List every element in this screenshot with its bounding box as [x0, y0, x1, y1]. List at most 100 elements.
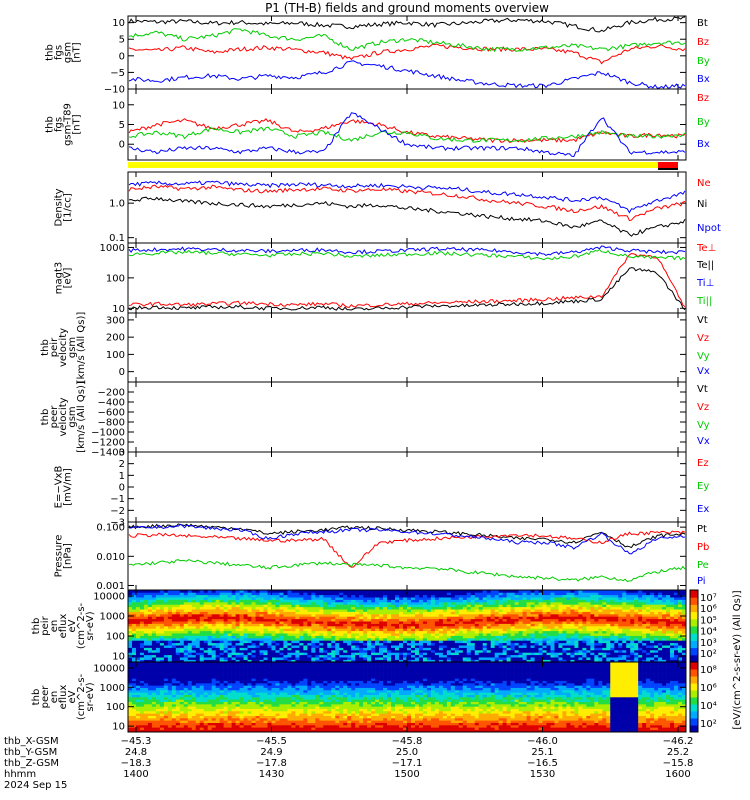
spectrogram-cell [131, 715, 137, 719]
spectrogram-cell [403, 657, 408, 660]
spectrogram-cell [363, 647, 368, 651]
spectrogram-cell [438, 647, 444, 651]
status-bar-flag [658, 162, 678, 168]
spectrogram-cell [183, 711, 189, 714]
spectrogram-cell [482, 626, 488, 629]
spectrogram-cell [586, 602, 591, 605]
spectrogram-cell [538, 614, 543, 617]
spectrogram-cell [147, 678, 153, 681]
spectrogram-cell [243, 657, 248, 660]
spectrogram-cell [147, 680, 153, 684]
spectrogram-cell [658, 623, 663, 627]
spectrogram-cell [391, 654, 396, 658]
spectrogram-cell [426, 654, 432, 658]
spectrogram-cell [235, 628, 240, 632]
spectrogram-cell [343, 657, 348, 660]
spectrogram-cell [606, 654, 611, 658]
spectrogram-cell [275, 621, 280, 624]
spectrogram-cell [646, 597, 651, 600]
spectrogram-cell [363, 628, 368, 632]
spectrogram-cell [243, 590, 248, 593]
spectrogram-cell [175, 725, 181, 728]
spectrogram-cell [175, 720, 181, 723]
spectrogram-cell [422, 597, 428, 600]
spectrogram-cell [482, 640, 488, 644]
spectrogram-cell [319, 650, 324, 653]
spectrogram-cell [586, 590, 591, 593]
spectrogram-cell [147, 715, 153, 719]
spectrogram-cell [151, 699, 157, 702]
spectrogram-cell [151, 706, 157, 709]
spectrogram-cell [287, 638, 292, 641]
spectrogram-cell [534, 638, 539, 641]
spectrogram-cell [275, 645, 280, 648]
spectrogram-cell [662, 597, 667, 600]
spectrogram-cell [399, 592, 404, 596]
spectrogram-cell [550, 597, 555, 600]
spectrogram-cell [526, 614, 531, 617]
spectrogram-cell [367, 647, 372, 651]
spectrogram-cell [574, 652, 579, 656]
spectrogram-cell [379, 638, 384, 641]
spectrogram-cell [227, 630, 232, 634]
spectrogram-cell [379, 590, 384, 593]
spectrogram-cell [331, 594, 336, 598]
colorbar-swatch [690, 633, 698, 641]
spectrogram-cell [442, 604, 448, 608]
spectrogram-cell [139, 687, 145, 691]
spectrogram-cell [522, 626, 527, 629]
spectrogram-cell [171, 623, 177, 627]
spectrogram-cell [387, 652, 392, 656]
spectrogram-cell [371, 597, 376, 600]
spectrogram-cell [355, 590, 360, 593]
spectrogram-cell [554, 635, 559, 639]
spectrogram-cell [311, 659, 316, 663]
spectrogram-cell [682, 630, 687, 634]
spectrogram-cell [410, 645, 416, 648]
spectrogram-cell [211, 638, 216, 641]
spectrogram-cell [558, 602, 563, 605]
spectrogram-cell [155, 671, 161, 674]
spectrogram-cell [179, 699, 185, 702]
spectrogram-cell [331, 659, 336, 663]
spectrogram-cell [407, 645, 412, 648]
spectrogram-cell [279, 623, 284, 627]
spectrogram-cell [179, 604, 185, 608]
spectrogram-cell [139, 671, 145, 674]
spectrogram-cell [163, 697, 169, 700]
spectrogram-cell [602, 657, 607, 660]
spectrogram-cell [131, 602, 137, 605]
spectrogram-cell [474, 609, 480, 612]
spectrogram-cell [323, 628, 328, 632]
spectrogram-cell [674, 654, 679, 658]
spectrogram-cell [606, 657, 611, 660]
spectrogram-cell [339, 621, 344, 624]
spectrogram-cell [538, 609, 543, 612]
spectrogram-cell [554, 657, 559, 660]
spectrogram-cell [395, 599, 400, 603]
spectrogram-cell [179, 729, 185, 733]
spectrogram-cell [335, 650, 340, 653]
spectrogram-cell [251, 611, 256, 615]
spectrogram-cell [379, 654, 384, 658]
spectrogram-cell [399, 609, 404, 612]
spectrogram-cell [550, 604, 555, 608]
spectrogram-cell [594, 614, 599, 617]
spectrogram-cell [430, 640, 436, 644]
spectrogram-cell [147, 621, 153, 624]
spectrogram-cell [339, 647, 344, 651]
spectrogram-cell [295, 640, 300, 644]
spectrogram-cell [522, 609, 527, 612]
spectrogram-cell [582, 618, 587, 622]
spectrogram-cell [554, 652, 559, 656]
spectrogram-cell [546, 616, 551, 620]
spectrogram-cell [171, 633, 177, 636]
spectrogram-cell [179, 676, 185, 679]
spectrogram-cell [195, 590, 201, 593]
spectrogram-cell [259, 623, 264, 627]
spectrogram-cell [410, 604, 416, 608]
spectrogram-cell [128, 692, 133, 695]
spectrogram-cell [183, 664, 189, 667]
panel-frame [127, 451, 687, 523]
spectrogram-cell [207, 635, 212, 639]
